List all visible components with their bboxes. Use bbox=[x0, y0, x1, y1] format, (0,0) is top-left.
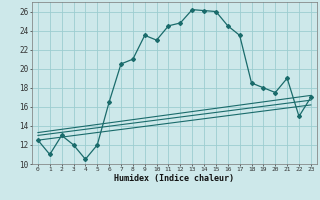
X-axis label: Humidex (Indice chaleur): Humidex (Indice chaleur) bbox=[115, 174, 234, 183]
